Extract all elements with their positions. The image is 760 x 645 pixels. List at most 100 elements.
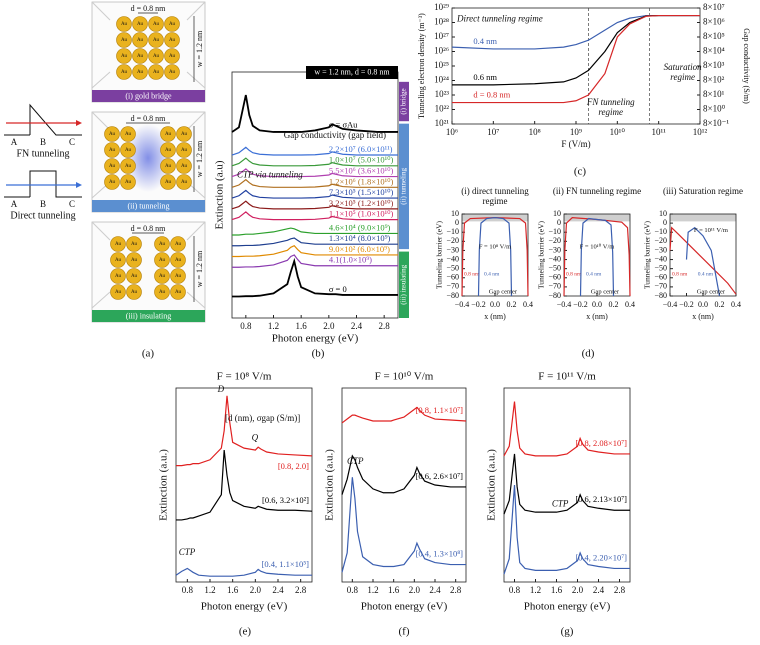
series-line [461, 217, 529, 297]
particle-label: Au [153, 38, 160, 43]
electrode-edge [91, 221, 111, 241]
x-tick-label: 1.2 [367, 585, 378, 595]
electrode-edge [91, 291, 111, 309]
series-line [176, 395, 313, 467]
series-label: [0.4, 1.3×10⁸] [416, 548, 464, 558]
series-label: 1.2×10⁶ (1.8×10¹⁰) [329, 176, 394, 186]
particle-label: Au [121, 38, 128, 43]
x-tick-label: −0.4 [557, 300, 572, 309]
electrode-edge [186, 291, 206, 309]
x-tick-label: 0.2 [507, 300, 517, 309]
y-tick-label: 10 [553, 209, 561, 218]
panel-label: (g) [561, 626, 574, 638]
particle-label: Au [169, 54, 176, 59]
y-axis-label: Tunneling electron density (m⁻³) [417, 13, 426, 119]
annotation: Gap center [697, 288, 726, 295]
series-line [503, 401, 630, 457]
particle-label: Au [181, 180, 188, 185]
series-line [176, 450, 313, 521]
x-tick-label: 1.2 [268, 321, 279, 331]
y-tick-label: −50 [548, 263, 561, 272]
y-tick-label: −80 [654, 291, 667, 300]
x-tick-label: −0.2 [471, 300, 486, 309]
series-label: 0.4 nm [698, 271, 714, 277]
x-tick-label: −0.2 [573, 300, 588, 309]
w-label: w = 1.2 nm [195, 250, 204, 287]
x-axis-label: Photon energy (eV) [361, 601, 448, 613]
particle-label: Au [137, 22, 144, 27]
series-line [452, 14, 700, 104]
particle-label: Au [137, 38, 144, 43]
series-label: d = 0.8 nm [473, 90, 510, 100]
series-line [231, 200, 398, 210]
y-tick-label: 0 [663, 218, 667, 227]
gold-particle [104, 174, 120, 190]
series-line [341, 454, 466, 495]
x-tick-label: 0.8 [509, 585, 521, 595]
series-label: [0.4, 2.20×10⁷] [575, 552, 627, 562]
particle-label: Au [175, 274, 182, 279]
series-label: 0.4 nm [586, 271, 602, 277]
series-label: [0.6, 3.2×10²] [262, 495, 309, 505]
gold-particle [132, 16, 148, 32]
series-label: 2.2×10⁷ (6.0×10¹¹) [329, 144, 393, 154]
x-tick-label: 10⁷ [487, 127, 499, 137]
x-tick-label: 2.4 [272, 585, 284, 595]
series-label: 0.8 nm [464, 271, 480, 277]
x-tick-label: 2.8 [295, 585, 307, 595]
series-label: 3.2×10⁵ (1.2×10¹⁰) [329, 198, 394, 208]
annotation: Direct tunneling regime [456, 14, 543, 24]
y-tick-label: −80 [548, 291, 561, 300]
x-tick-label: 10⁹ [570, 127, 582, 137]
caption: (i) gold bridge [125, 91, 172, 100]
y-tick-label: −80 [446, 291, 459, 300]
particle-label: Au [121, 70, 128, 75]
x-tick-label: 2.8 [450, 585, 462, 595]
particle-label: Au [121, 54, 128, 59]
particle-label: Au [159, 258, 166, 263]
particle-label: Au [109, 132, 116, 137]
particle-label: Au [109, 180, 116, 185]
x-tick-label: −0.4 [455, 300, 470, 309]
annotation: (i) direct tunneling regime [461, 186, 529, 206]
x-axis-label: x (nm) [692, 312, 714, 321]
particle-label: Au [175, 290, 182, 295]
y-tick-label: −50 [446, 263, 459, 272]
x-tick-label: 1.6 [551, 585, 563, 595]
annotation: Q [252, 433, 259, 443]
x-tick-label: 2.0 [250, 585, 262, 595]
panel-label: (f) [399, 626, 410, 638]
series-label: 1.1×10⁵ (1.0×10¹⁰) [329, 209, 394, 219]
series-line [232, 245, 398, 258]
x-tick-label: 2.8 [614, 585, 626, 595]
y-tick-label: 0 [455, 218, 459, 227]
x-tick-label: 1.2 [204, 585, 215, 595]
x-tick-label: 2.8 [379, 321, 391, 331]
series-line [669, 226, 737, 295]
gold-particle [120, 126, 136, 142]
series-line [175, 567, 312, 577]
y-tick-label: 10²² [435, 104, 450, 114]
series-label: 0.4 nm [473, 36, 497, 46]
gold-particle [120, 158, 136, 174]
particle-label: Au [159, 290, 166, 295]
note-box: Saturation regime [664, 62, 702, 82]
x-tick-label: 2.4 [351, 321, 363, 331]
w-label: w = 1.2 nm [195, 140, 204, 177]
annotation: [d (nm), σgap (S/m)] [225, 413, 300, 423]
gold-particle [176, 126, 192, 142]
series-line [231, 178, 398, 188]
array-box [91, 1, 206, 103]
y-tick-label: −10 [654, 227, 667, 236]
header-box [306, 66, 398, 79]
scheme-label: Direct tunneling [10, 210, 75, 221]
electrode-edge [186, 71, 206, 89]
x-tick-label: 0.0 [698, 300, 708, 309]
series-label: [0.8, 1.1×10⁷] [416, 405, 464, 415]
caption: (iii) insulating [126, 311, 172, 320]
gold-particle [126, 268, 142, 284]
y-axis-label: Tunneling barrier (eV) [435, 220, 444, 289]
gold-particle [116, 16, 132, 32]
electrode-edge [91, 71, 111, 89]
